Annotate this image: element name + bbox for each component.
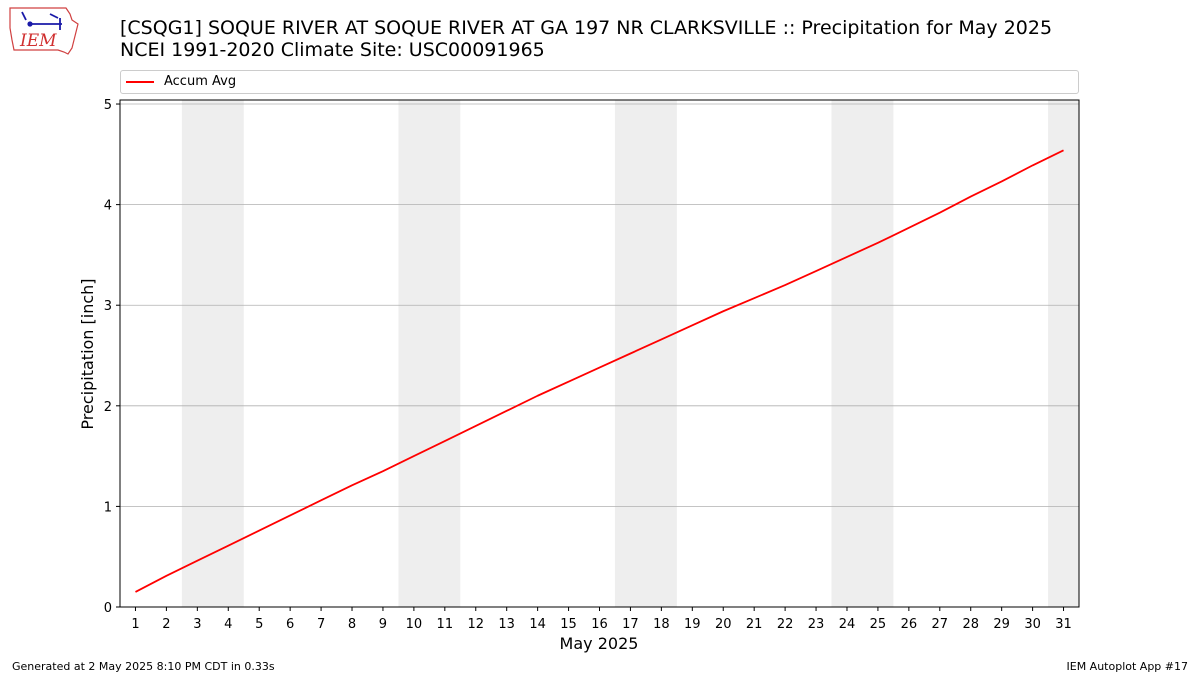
y-tick-label-2: 2 [104,400,112,415]
y-tick-label-5: 5 [104,98,112,113]
y-ticks-layer: 0 1 2 3 4 5 [104,98,120,616]
x-tick-label-15: 15 [560,617,577,632]
weekend-band-2 [398,100,461,607]
x-tick-label-17: 17 [622,617,639,632]
x-tick-label-7: 7 [317,617,325,632]
x-tick-label-4: 4 [224,617,232,632]
weekend-shading-layer [181,100,1079,607]
x-tick-label-21: 21 [746,617,763,632]
x-tick-label-25: 25 [870,617,887,632]
series-line-accum-avg [135,149,1064,593]
x-tick-label-12: 12 [467,617,484,632]
app-id-label: IEM Autoplot App #17 [1066,660,1189,673]
x-ticks-layer: 1 2 3 4 5 6 7 8 9 10 11 12 13 14 15 16 17 18 19 20 21 22 23 24 2… [131,607,1072,632]
x-tick-label-24: 24 [839,617,856,632]
chart-subtitle: NCEI 1991-2020 Climate Site: USC00091965 [120,39,545,61]
x-tick-label-28: 28 [962,617,979,632]
y-tick-label-3: 3 [104,299,112,314]
logo-text: IEM [19,31,57,51]
grid-layer [120,103,1079,507]
x-tick-label-18: 18 [653,617,670,632]
weekend-band-5 [1048,100,1079,607]
x-tick-label-31: 31 [1055,617,1072,632]
x-tick-label-20: 20 [715,617,732,632]
x-tick-label-30: 30 [1024,617,1041,632]
x-tick-label-26: 26 [901,617,918,632]
weather-station-icon [21,11,62,30]
x-tick-label-9: 9 [379,617,387,632]
legend: Accum Avg [120,70,1079,94]
x-tick-label-1: 1 [131,617,139,632]
weekend-band-4 [831,100,894,607]
x-tick-label-2: 2 [162,617,170,632]
x-tick-label-23: 23 [808,617,825,632]
x-tick-label-13: 13 [498,617,515,632]
y-tick-label-4: 4 [104,199,112,214]
plot-frame [119,99,1080,608]
legend-swatch-accum-avg [126,81,154,83]
x-tick-label-19: 19 [684,617,701,632]
x-tick-label-22: 22 [777,617,794,632]
x-tick-label-14: 14 [529,617,546,632]
legend-label-accum-avg: Accum Avg [164,74,237,89]
x-tick-label-5: 5 [255,617,263,632]
chart-title: [CSQG1] SOQUE RIVER AT SOQUE RIVER AT GA… [120,17,1053,39]
y-axis-label: Precipitation [inch] [78,278,97,429]
iem-logo: IEM [9,7,79,55]
x-tick-label-29: 29 [993,617,1010,632]
weekend-band-1 [181,100,244,607]
y-tick-label-1: 1 [104,500,112,515]
x-tick-label-10: 10 [406,617,423,632]
y-tick-label-0: 0 [104,601,112,616]
x-tick-label-6: 6 [286,617,294,632]
generated-timestamp: Generated at 2 May 2025 8:10 PM CDT in 0… [12,660,275,673]
x-tick-label-16: 16 [591,617,608,632]
series-layer [135,149,1064,593]
x-tick-label-8: 8 [348,617,356,632]
x-tick-label-27: 27 [932,617,949,632]
x-tick-label-3: 3 [193,617,201,632]
weekend-band-3 [614,100,677,607]
x-axis-label: May 2025 [560,634,639,653]
x-tick-label-11: 11 [437,617,454,632]
iowa-state-outline-icon [9,7,79,55]
